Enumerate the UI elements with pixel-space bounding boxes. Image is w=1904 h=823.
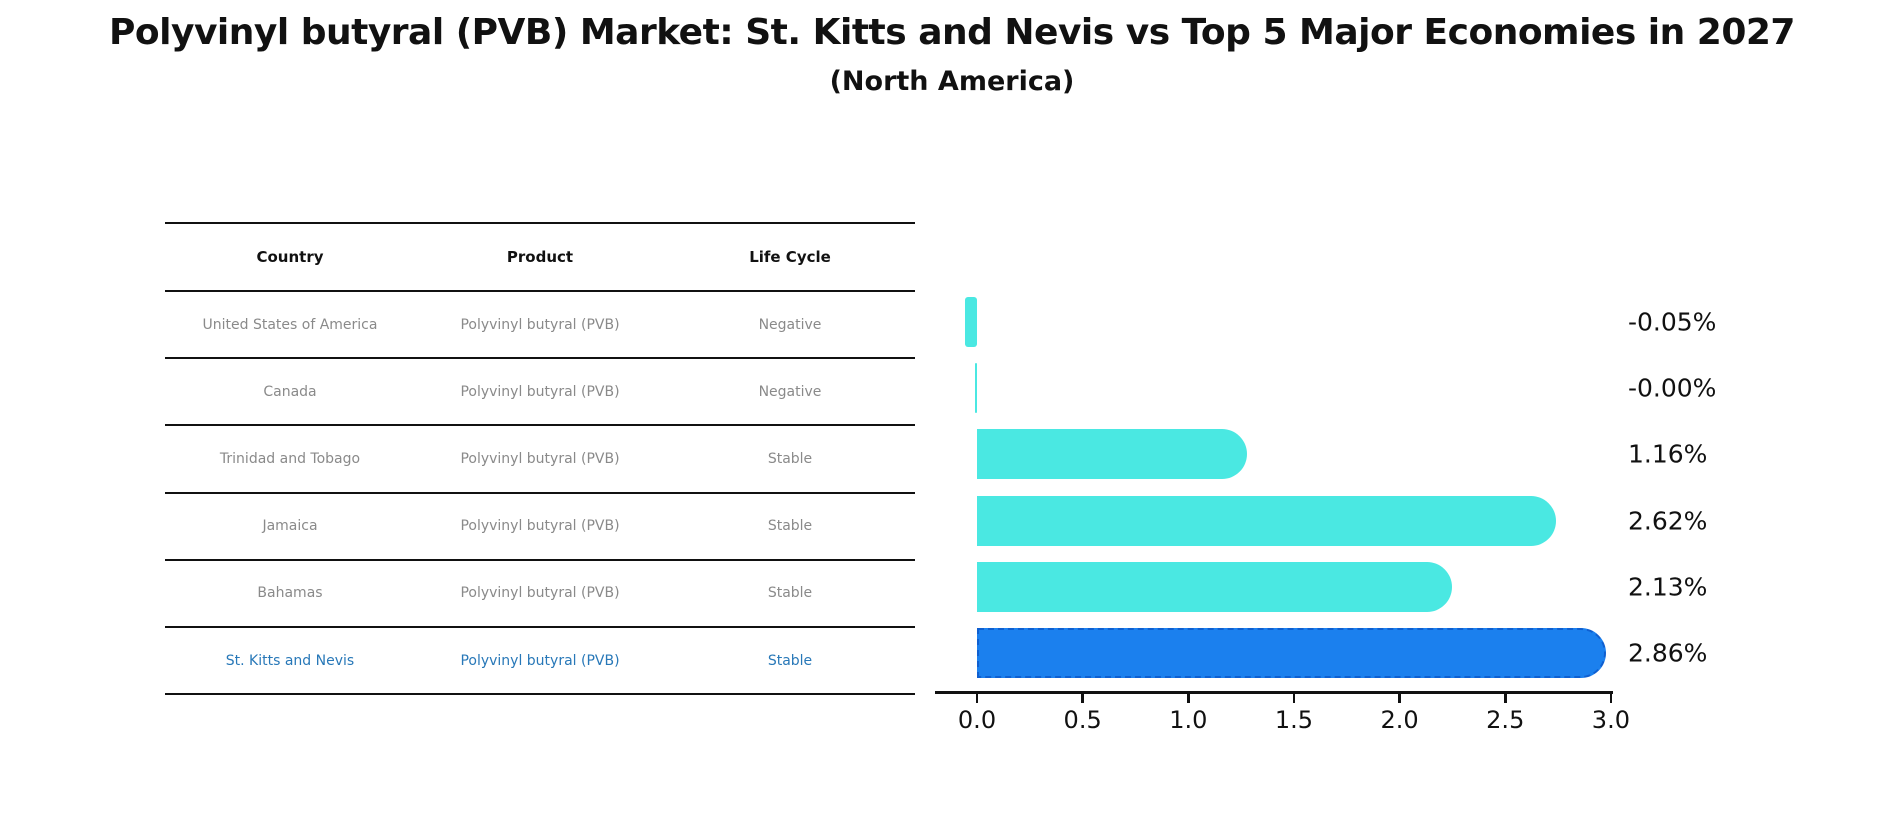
bar (964, 297, 977, 347)
life-cycle-cell: Stable (767, 450, 813, 467)
bar-value-label: -0.00% (1628, 373, 1717, 403)
country-cell: St. Kitts and Nevis (225, 652, 355, 669)
x-axis-tick-label: 2.5 (1486, 706, 1525, 734)
bar-value-label: 1.16% (1628, 439, 1708, 469)
life-cycle-cell: Stable (767, 585, 813, 602)
table-row: United States of America Polyvinyl butyra… (165, 292, 915, 360)
product-cell: Polyvinyl butyral (PVB) (460, 518, 620, 535)
country-cell: Jamaica (262, 518, 318, 535)
country-cell: United States of America (202, 316, 378, 333)
country-table: Country Product Life Cycle United States… (165, 222, 915, 696)
x-axis-tick-label: 0.0 (957, 706, 997, 734)
x-axis-tick (1398, 694, 1401, 703)
table-row: St. Kitts and Nevis Polyvinyl butyral (PV… (165, 628, 915, 696)
product-cell: Polyvinyl butyral (PVB) (460, 585, 620, 602)
country-cell: Trinidad and Tobago (219, 450, 361, 467)
life-cycle-cell: Negative (758, 383, 822, 400)
product-cell: Polyvinyl butyral (PVB) (460, 383, 620, 400)
bar (977, 561, 1453, 612)
table-header-row: Country Product Life Cycle (165, 224, 915, 292)
x-axis-tick (1081, 694, 1084, 703)
life-cycle-cell: Negative (758, 316, 822, 333)
table-row: Jamaica Polyvinyl butyral (PVB) Stable (165, 494, 915, 561)
bar-value-label: 2.86% (1628, 638, 1708, 668)
bar (974, 363, 977, 414)
x-axis-tick (1292, 694, 1296, 703)
x-axis-tick (1504, 694, 1507, 703)
chart-subtitle: (North America) (829, 66, 1075, 97)
bar (977, 429, 1248, 480)
x-axis-tick-label: 1.0 (1169, 706, 1208, 734)
table-row: Canada Polyvinyl butyral (PVB) Negative (165, 359, 915, 427)
x-axis-tick-label: 1.5 (1274, 706, 1314, 734)
x-axis-tick (1187, 694, 1190, 703)
table-header-country: Country (256, 248, 324, 266)
x-axis-tick (1609, 694, 1613, 703)
bar-value-label: 2.13% (1628, 572, 1708, 602)
life-cycle-cell: Stable (767, 652, 813, 669)
table-body: United States of America Polyvinyl butyra… (165, 292, 915, 696)
table-header-life-cycle: Life Cycle (749, 248, 831, 266)
product-cell: Polyvinyl butyral (PVB) (460, 316, 620, 333)
chart-title: Polyvinyl butyral (PVB) Market: St. Kitt… (109, 12, 1795, 53)
x-axis-tick-label: 0.5 (1063, 706, 1102, 734)
country-cell: Bahamas (257, 585, 323, 602)
bar-highlight (977, 628, 1607, 678)
product-cell: Polyvinyl butyral (PVB) (460, 652, 620, 669)
x-axis-tick-label: 2.0 (1380, 706, 1419, 734)
bar-value-label: 2.62% (1628, 506, 1708, 536)
x-axis-tick-label: 3.0 (1591, 706, 1630, 734)
x-axis-tick (975, 694, 979, 703)
x-axis-line (935, 691, 1613, 694)
bar-value-label: -0.05% (1628, 307, 1717, 337)
life-cycle-cell: Stable (767, 518, 813, 535)
bar (977, 495, 1556, 546)
product-cell: Polyvinyl butyral (PVB) (460, 450, 620, 467)
country-cell: Canada (263, 383, 317, 400)
table-header-product: Product (506, 248, 574, 266)
table-row: Bahamas Polyvinyl butyral (PVB) Stable (165, 561, 915, 628)
table-row: Trinidad and Tobago Polyvinyl butyral (PV… (165, 426, 915, 494)
